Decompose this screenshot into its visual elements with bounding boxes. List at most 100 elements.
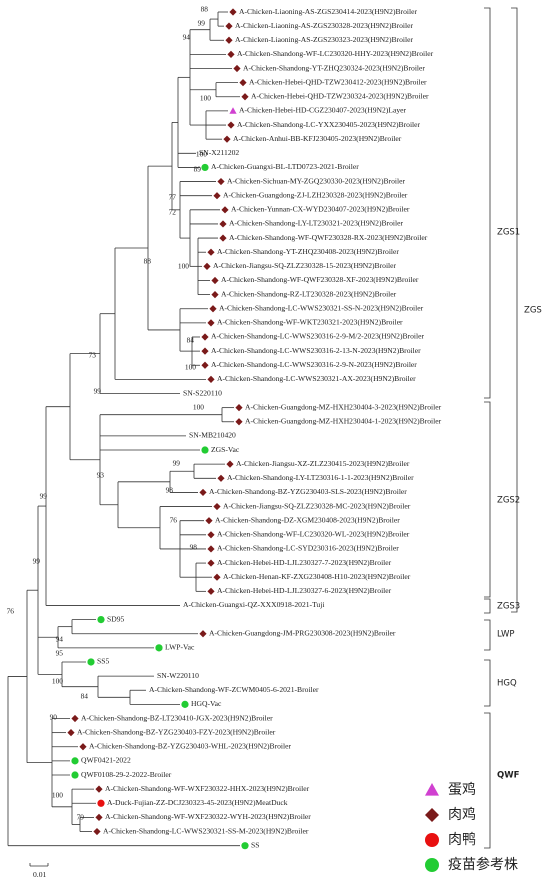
leaf-marker — [223, 135, 231, 143]
leaf-marker — [201, 163, 209, 172]
bootstrap-value: 84 — [187, 336, 195, 345]
leaf-marker — [217, 177, 225, 186]
clade-label: ZGS2 — [497, 496, 520, 506]
bootstrap-value: 84 — [81, 692, 89, 701]
bootstrap-value: 99 — [40, 492, 48, 501]
bootstrap-value: 100 — [52, 677, 63, 686]
leaf-marker — [67, 729, 75, 737]
bootstrap-value: 100 — [200, 94, 211, 103]
leaf-label: A-Chicken-Shandong-WF-QWF230328-XF-2023(… — [221, 275, 419, 284]
leaf-label: A-Chicken-Liaoning-AS-ZGS230414-2023(H9N… — [239, 7, 417, 16]
bootstrap-value: 95 — [56, 649, 64, 658]
leaf-label: A-Chicken-Shandong-LC-WWS230321-SS-N-202… — [219, 303, 424, 312]
leaf-label: A-Chicken-Shandong-WF-WKT230321-2023(H9N… — [217, 318, 403, 327]
leaf-marker — [201, 361, 209, 369]
leaf-label: QWF0421-2022 — [81, 756, 131, 765]
legend-label: 肉鸭 — [448, 832, 476, 848]
bootstrap-value: 99 — [33, 557, 41, 566]
leaf-marker — [201, 333, 209, 341]
leaf-label: A-Chicken-Shandong-YT-ZHQ230408-2023(H9N… — [217, 247, 399, 256]
leaf-label: A-Chicken-Shandong-LY-LT230316-1-1-2023(… — [227, 473, 414, 482]
leaf-label: A-Chicken-Hebei-QHD-TZW230412-2023(H9N2)… — [249, 77, 427, 86]
leaf-label: A-Chicken-Shandong-LC-YXX230405-2023(H9N… — [237, 120, 421, 129]
leaf-label: A-Chicken-Sichuan-MY-ZGQ230330-2023(H9N2… — [227, 176, 405, 185]
bootstrap-value: 88 — [201, 5, 209, 14]
leaf-label: A-Chicken-Shandong-LC-WWS230321-AX-2023(… — [217, 374, 416, 383]
leaf-label: A-Chicken-Shandong-LC-WWS230321-SS-M-202… — [103, 826, 309, 835]
leaf-marker — [221, 206, 229, 214]
leaf-marker — [241, 842, 249, 850]
leaf-label: A-Chicken-Hebei-HD-CGZ230407-2023(H9N2)L… — [239, 106, 406, 115]
leaf-marker — [227, 121, 235, 129]
leaf-label: A-Chicken-Shandong-BZ-YZG230403-FZY-2023… — [77, 727, 276, 736]
leaf-marker — [235, 418, 243, 426]
leaf-marker — [97, 615, 105, 624]
leaf-label: A-Chicken-Shandong-WF-WXF230322-WYH-2023… — [105, 812, 311, 821]
leaf-marker — [95, 785, 103, 793]
clade-bracket — [484, 7, 491, 399]
leaf-label: A-Chicken-Liaoning-AS-ZGS230323-2023(H9N… — [235, 35, 413, 44]
clade-bracket — [511, 7, 518, 613]
leaf-marker — [211, 276, 219, 285]
leaf-marker — [213, 192, 221, 200]
leaf-label: A-Chicken-Hebei-HD-LJL230327-6-2023(H9N2… — [217, 586, 392, 595]
clade-label: QWF — [497, 771, 520, 781]
leaf-marker — [93, 827, 101, 836]
leaf-label: A-Chicken-Anhui-BB-KFJ230405-2023(H9N2)B… — [233, 134, 402, 143]
legend-marker — [425, 783, 439, 796]
leaf-label: A-Chicken-Hebei-QHD-TZW230324-2023(H9N2)… — [251, 92, 429, 101]
leaf-marker — [201, 446, 209, 454]
leaf-marker — [199, 630, 207, 638]
leaf-marker — [71, 714, 79, 723]
leaf-label: A-Duck-Fujian-ZZ-DCJ230323-45-2023(H9N2)… — [107, 798, 288, 807]
bootstrap-value: 100 — [52, 791, 63, 800]
bootstrap-value: 100 — [193, 403, 204, 412]
bootstrap-value: 90 — [50, 713, 58, 722]
legend-marker — [425, 808, 439, 822]
bootstrap-value: 73 — [89, 351, 97, 360]
leaf-label: A-Chicken-Henan-KF-ZXG230408-H10-2023(H9… — [223, 572, 411, 581]
leaf-marker — [209, 305, 217, 313]
clade-label: LWP — [497, 630, 515, 640]
clade-label: ZGS3 — [497, 602, 520, 612]
leaf-marker — [225, 36, 233, 44]
leaf-label: A-Chicken-Shandong-DZ-XGM230408-2023(H9N… — [215, 515, 400, 524]
leaf-marker — [71, 771, 79, 779]
clade-bracket — [484, 598, 491, 614]
clade-label: HGQ — [497, 679, 517, 689]
leaf-marker — [203, 262, 211, 270]
leaf-label: SN-W220110 — [157, 671, 199, 680]
leaf-label: A-Chicken-Guangxi-BL-LTD0723-2021-Broile… — [211, 162, 359, 171]
leaf-marker — [207, 531, 215, 539]
leaf-label: A-Chicken-Shandong-BZ-YZG230403-SLS-2023… — [209, 487, 407, 496]
leaf-label: A-Chicken-Shandong-YT-ZHQ230324-2023(H9N… — [243, 63, 425, 72]
leaf-marker — [229, 107, 237, 114]
leaf-marker — [235, 404, 243, 412]
bootstrap-value: 72 — [169, 208, 177, 217]
leaf-marker — [207, 559, 215, 567]
bootstrap-value: 94 — [56, 635, 64, 644]
bootstrap-value: 100 — [185, 363, 196, 372]
legend-label: 疫苗参考株 — [448, 856, 518, 873]
bootstrap-value: 76 — [7, 607, 15, 616]
legend-label: 蛋鸡 — [448, 781, 476, 798]
bootstrap-value: 99 — [94, 387, 102, 396]
leaf-marker — [205, 517, 213, 525]
legend-label: 肉鸡 — [448, 806, 476, 823]
bootstrap-value: 99 — [198, 19, 206, 28]
leaf-marker — [211, 291, 219, 299]
bootstrap-value: 93 — [97, 471, 105, 480]
legend-marker — [425, 833, 439, 847]
bootstrap-value: 88 — [144, 257, 152, 266]
leaf-marker — [213, 502, 221, 511]
bootstrap-value: 100 — [196, 150, 207, 159]
leaf-marker — [97, 799, 105, 807]
leaf-label: SS — [251, 840, 259, 849]
leaf-label: SN-X211202 — [199, 148, 239, 157]
leaf-marker — [207, 375, 215, 383]
leaf-marker — [229, 8, 237, 16]
leaf-label: A-Chicken-Jiangsu-SQ-ZLZ230328-MC-2023(H… — [223, 501, 411, 510]
clade-label: ZGS — [524, 306, 542, 316]
leaf-marker — [217, 474, 225, 482]
